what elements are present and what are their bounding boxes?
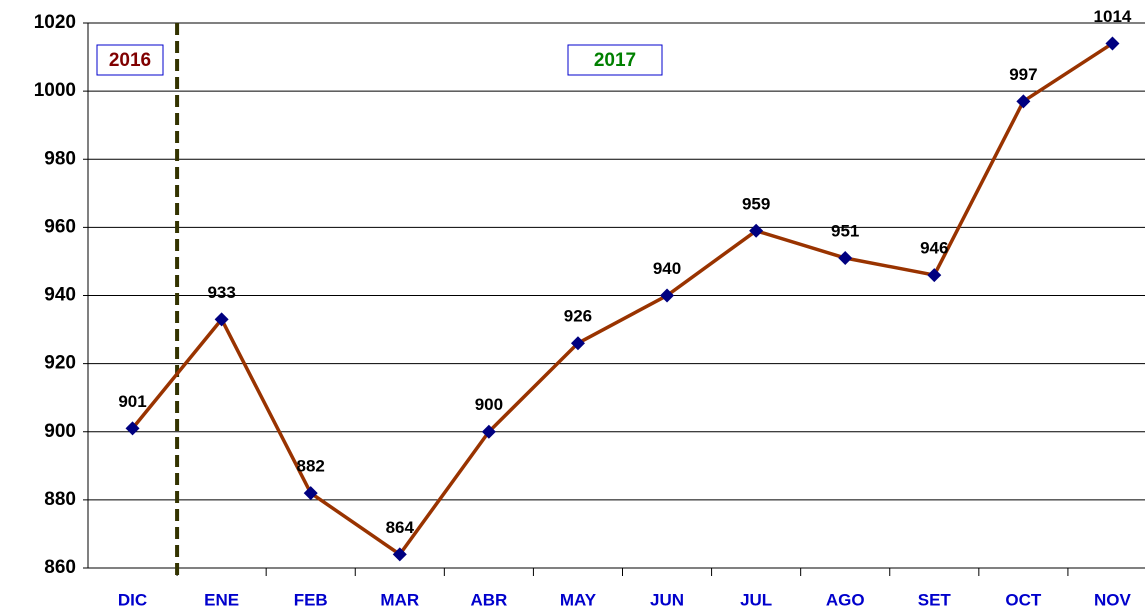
y-tick-label: 960 [44, 216, 76, 237]
marker [392, 547, 407, 562]
x-tick-label: AGO [826, 590, 865, 609]
y-tick-label: 900 [44, 421, 76, 442]
data-label: 940 [653, 259, 681, 278]
data-label: 882 [297, 457, 325, 476]
x-tick-label: ABR [470, 590, 507, 609]
data-label: 959 [742, 194, 770, 213]
x-tick-label: MAR [380, 590, 419, 609]
x-tick-label: OCT [1005, 590, 1042, 609]
data-label: 926 [564, 307, 592, 326]
marker [570, 336, 585, 351]
marker [749, 223, 764, 238]
data-label: 951 [831, 222, 859, 241]
data-label: 901 [118, 392, 146, 411]
marker [214, 312, 229, 327]
marker [303, 486, 318, 501]
x-tick-label: JUN [650, 590, 684, 609]
marker [660, 288, 675, 303]
marker [1105, 36, 1120, 51]
data-label: 900 [475, 395, 503, 414]
x-tick-label: ENE [204, 590, 239, 609]
line [131, 41, 1114, 557]
x-tick-label: SET [918, 590, 952, 609]
annotation-box [96, 44, 164, 76]
marker [125, 421, 140, 436]
y-tick-label: 860 [44, 557, 76, 578]
x-tick-label: DIC [118, 590, 147, 609]
marker [927, 268, 942, 283]
data-label: 864 [386, 518, 415, 537]
data-label: 1014 [1094, 7, 1132, 26]
y-tick-label: 980 [44, 148, 76, 169]
x-tick-label: FEB [294, 590, 328, 609]
y-tick-label: 1020 [34, 12, 76, 33]
y-tick-label: 920 [44, 353, 76, 374]
annotation-box [567, 44, 663, 76]
x-tick-label: JUL [740, 590, 772, 609]
data-label: 946 [920, 239, 948, 258]
data-label: 933 [207, 283, 235, 302]
y-tick-label: 880 [44, 489, 76, 510]
y-tick-label: 940 [44, 285, 76, 306]
marker [838, 251, 853, 266]
marker [1016, 94, 1031, 109]
data-label: 997 [1009, 65, 1037, 84]
x-tick-label: NOV [1094, 590, 1132, 609]
x-tick-label: MAY [560, 590, 597, 609]
y-tick-label: 1000 [34, 80, 76, 101]
marker [481, 424, 496, 439]
annotation: 2016 [109, 50, 151, 71]
annotation: 2017 [594, 50, 636, 71]
